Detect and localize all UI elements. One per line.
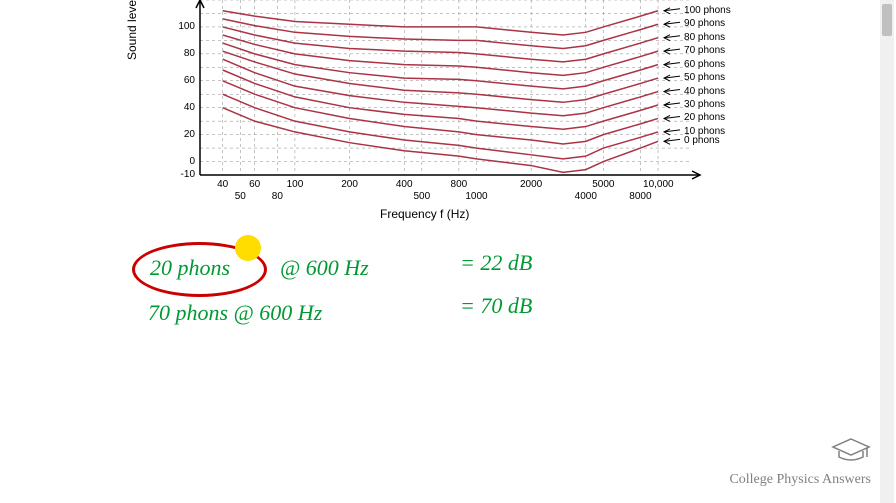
phon-label: 80 phons xyxy=(684,32,725,43)
phon-label: 100 phons xyxy=(684,5,731,16)
x-tick: 500 xyxy=(407,191,437,202)
x-tick: 60 xyxy=(240,179,270,190)
y-tick: 60 xyxy=(165,75,195,86)
vertical-scrollbar[interactable] xyxy=(880,0,894,503)
annotation-line1-mid: @ 600 Hz xyxy=(280,255,369,281)
phon-label: 70 phons xyxy=(684,45,725,56)
y-tick: 0 xyxy=(165,156,195,167)
phon-label: 0 phons xyxy=(684,135,720,146)
branding: College Physics Answers xyxy=(729,437,871,488)
annotation-line2-lhs: 70 phons @ 600 Hz xyxy=(148,300,322,326)
phon-label: 60 phons xyxy=(684,59,725,70)
scroll-thumb[interactable] xyxy=(882,4,892,36)
x-tick: 400 xyxy=(389,179,419,190)
phon-label: 50 phons xyxy=(684,72,725,83)
x-tick: 50 xyxy=(225,191,255,202)
annotation-line1-rhs: = 22 dB xyxy=(460,250,532,276)
y-axis-label: Sound level (dB) xyxy=(125,0,139,60)
phon-label: 30 phons xyxy=(684,99,725,110)
phon-label: 90 phons xyxy=(684,18,725,29)
x-tick: 80 xyxy=(262,191,292,202)
y-tick: 20 xyxy=(165,129,195,140)
y-tick: 80 xyxy=(165,48,195,59)
phon-label: 40 phons xyxy=(684,86,725,97)
x-tick: 1000 xyxy=(461,191,491,202)
x-tick: 40 xyxy=(208,179,238,190)
x-tick: 800 xyxy=(444,179,474,190)
y-tick: 100 xyxy=(165,21,195,32)
annotation-line1-lhs: 20 phons xyxy=(150,255,230,281)
y-tick: -10 xyxy=(165,169,195,180)
x-axis-label: Frequency f (Hz) xyxy=(380,207,469,221)
brand-text: College Physics Answers xyxy=(729,472,871,488)
x-tick: 200 xyxy=(335,179,365,190)
x-tick: 2000 xyxy=(516,179,546,190)
x-tick: 4000 xyxy=(571,191,601,202)
yellow-cursor-dot xyxy=(235,235,261,261)
annotation-line2-rhs: = 70 dB xyxy=(460,293,532,319)
x-tick: 100 xyxy=(280,179,310,190)
phon-label: 20 phons xyxy=(684,112,725,123)
x-tick: 10,000 xyxy=(643,179,673,190)
graduation-cap-icon xyxy=(831,437,871,463)
x-tick: 5000 xyxy=(588,179,618,190)
y-tick: 40 xyxy=(165,102,195,113)
x-tick: 8000 xyxy=(625,191,655,202)
